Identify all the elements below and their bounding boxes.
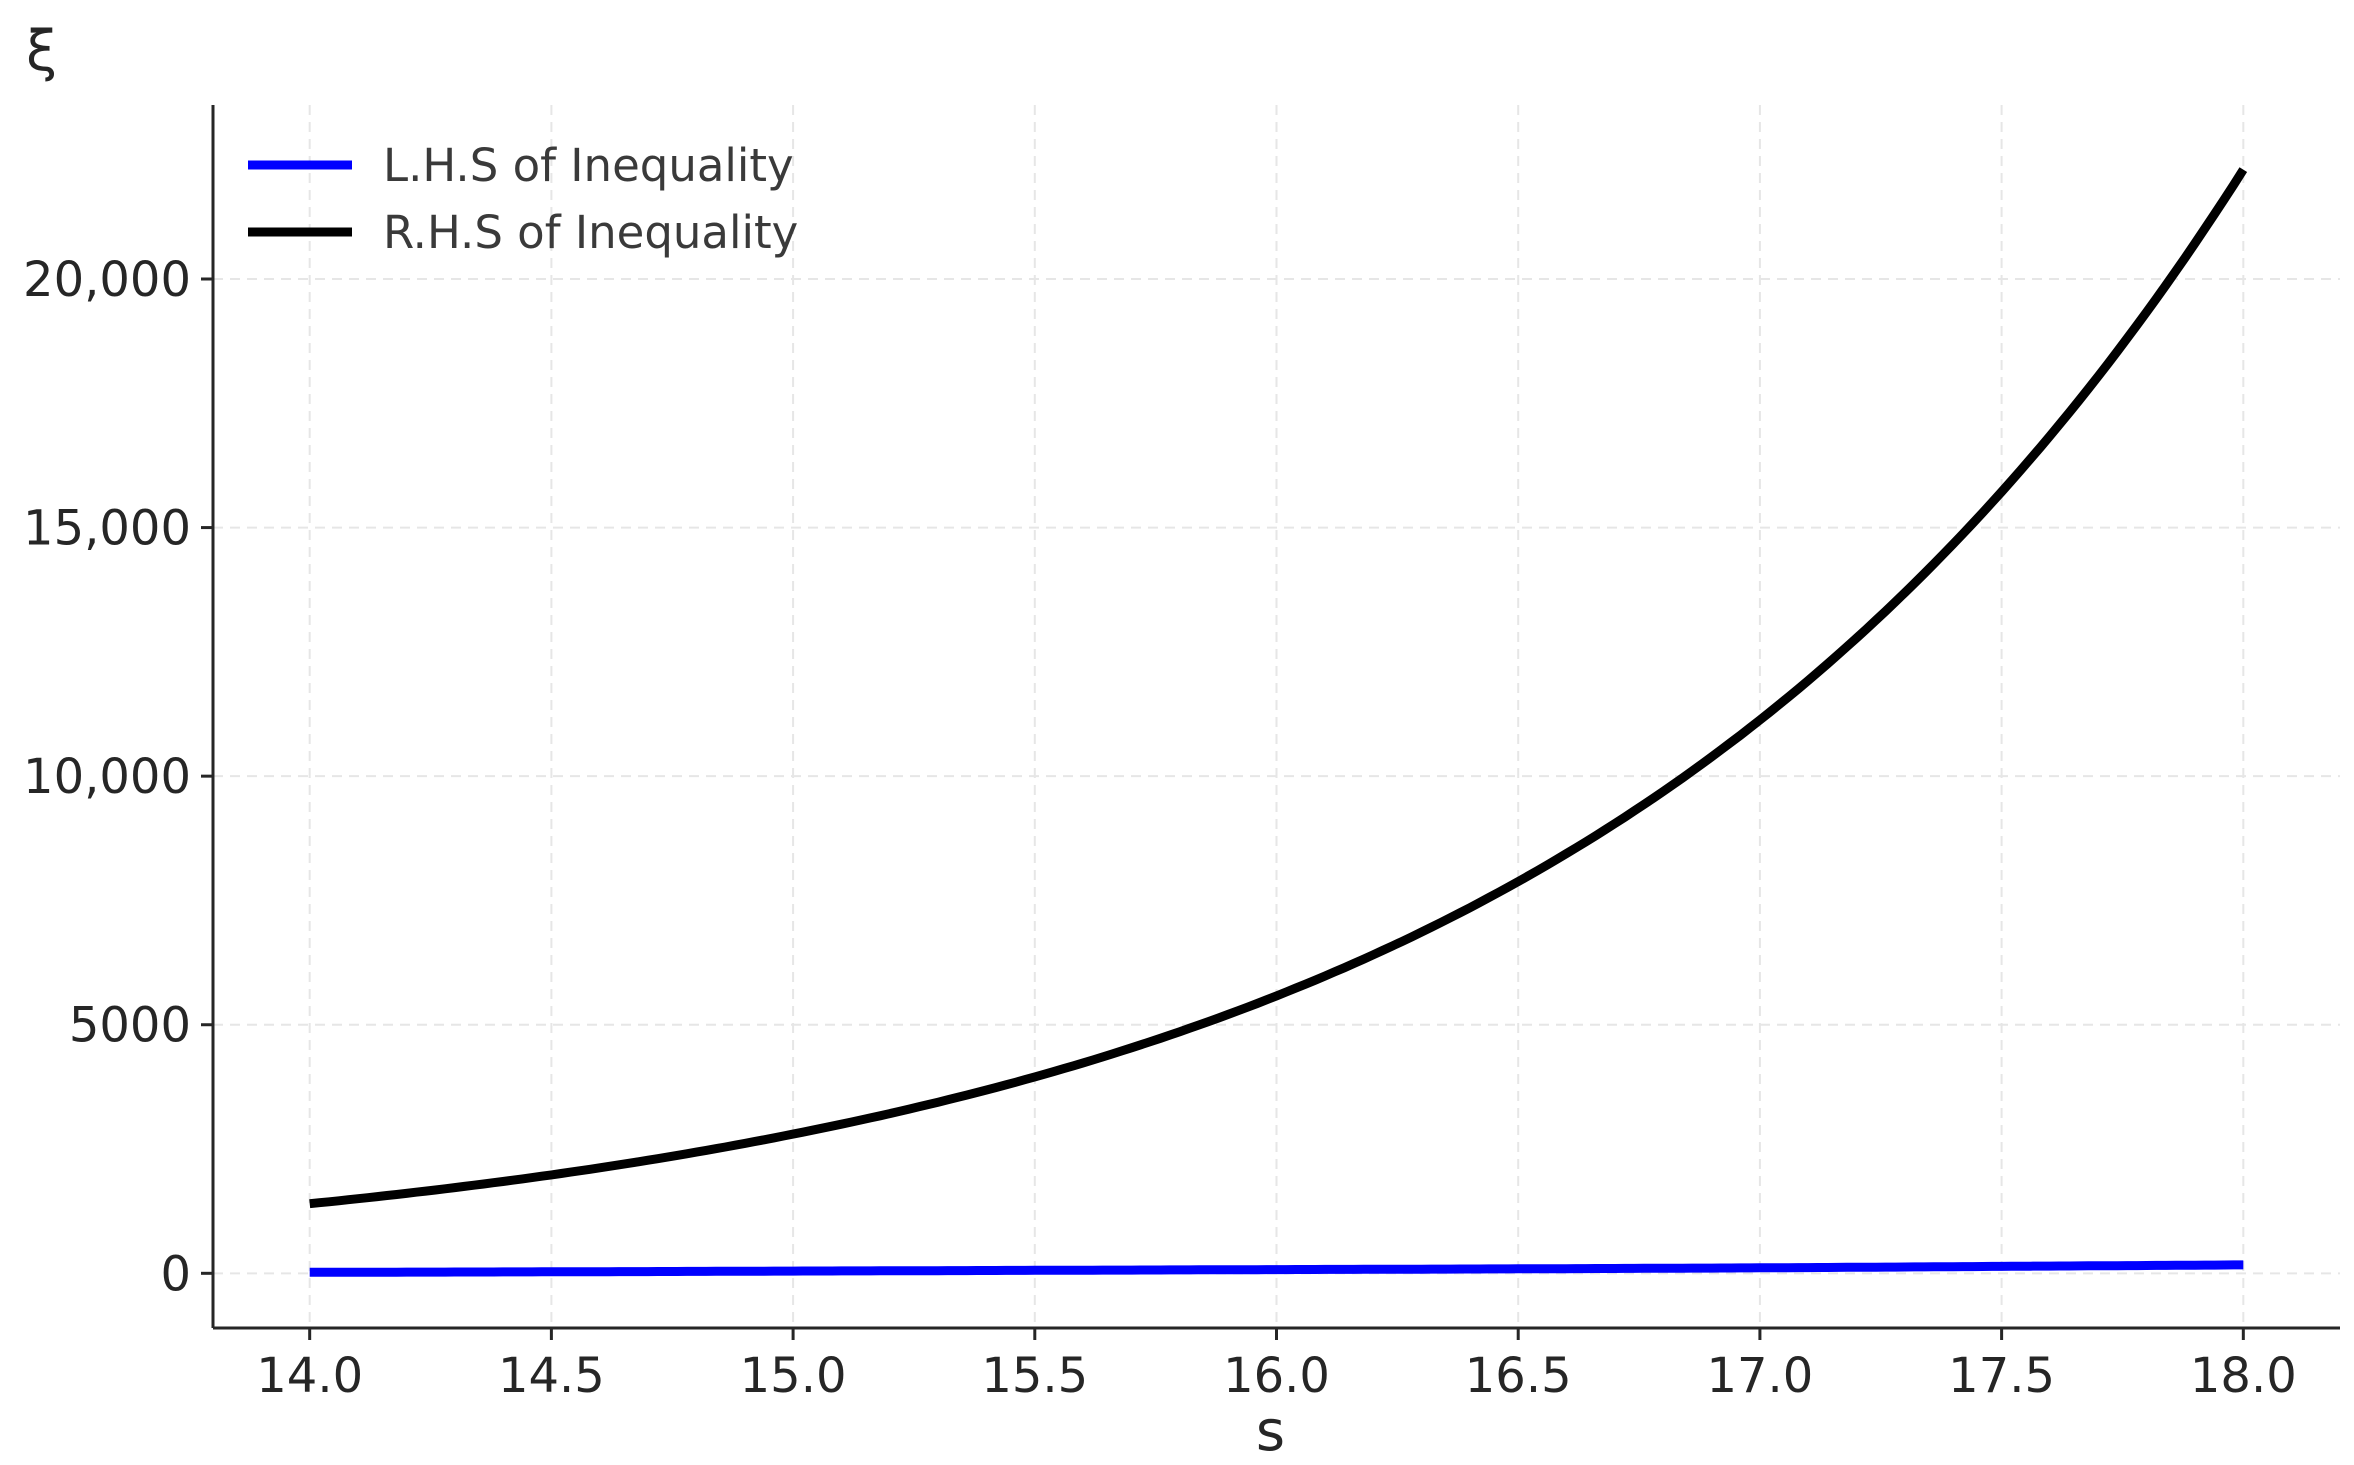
x-tick-label: 15.5: [981, 1348, 1088, 1404]
x-tick-label: 17.0: [1706, 1348, 1813, 1404]
legend: L.H.S of Inequality R.H.S of Inequality: [248, 139, 798, 259]
y-tick-label: 0: [160, 1246, 191, 1302]
legend-label-rhs: R.H.S of Inequality: [383, 206, 798, 259]
series-line-rhs: [309, 167, 2248, 1209]
x-tick-label: 15.0: [740, 1348, 847, 1404]
y-axis-title: ξ: [26, 19, 57, 84]
x-tick-label: 16.0: [1223, 1348, 1330, 1404]
x-tick-label: 14.5: [498, 1348, 605, 1404]
x-tick-label: 16.5: [1465, 1348, 1572, 1404]
series-line-lhs: [309, 1260, 2244, 1277]
grid: [213, 105, 2340, 1328]
series-lines: [309, 167, 2248, 1277]
x-tick-label: 14.0: [256, 1348, 363, 1404]
ticks: 14.0 14.5 15.0 15.5 16.0 16.5 17.0 17.5 18.0 0 500…: [23, 252, 2297, 1404]
y-tick-label: 10,000: [23, 749, 191, 805]
legend-label-lhs: L.H.S of Inequality: [383, 139, 794, 192]
y-tick-label: 20,000: [23, 252, 191, 308]
x-tick-label: 17.5: [1948, 1348, 2055, 1404]
x-tick-label: 18.0: [2190, 1348, 2297, 1404]
y-tick-label: 15,000: [23, 501, 191, 557]
x-axis-title: s: [1256, 1399, 1285, 1464]
y-tick-label: 5000: [69, 998, 191, 1054]
